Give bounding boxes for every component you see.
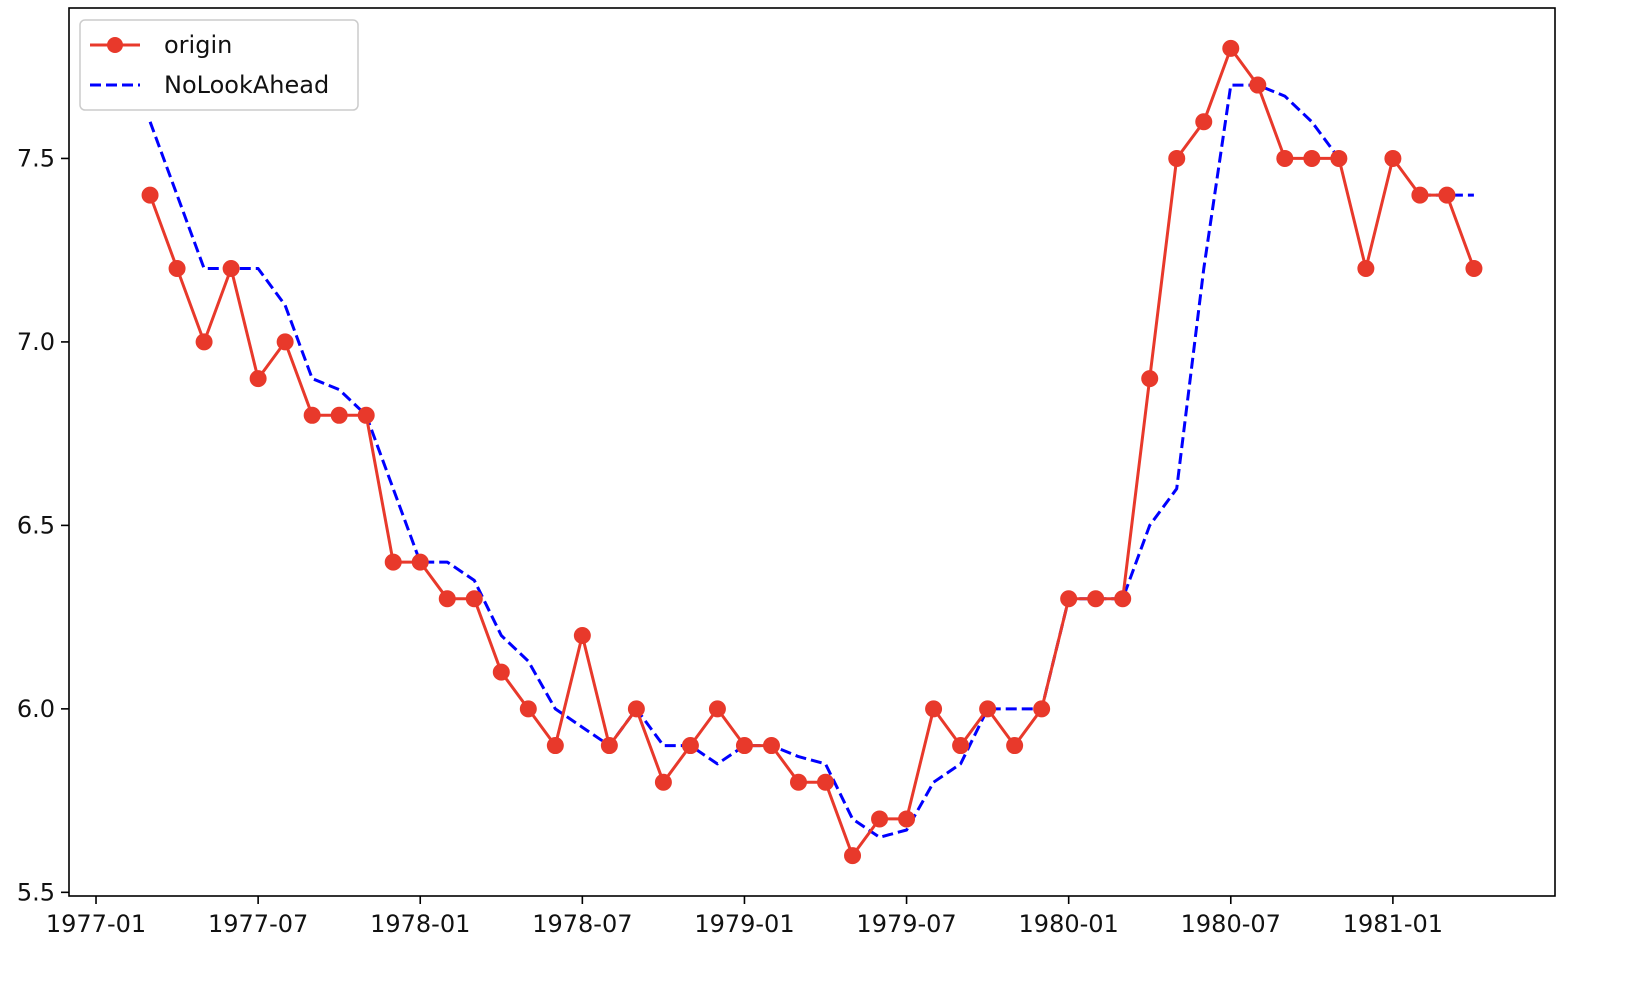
x-tick-label: 1979-07 <box>856 910 956 938</box>
data-point-origin <box>1114 590 1132 608</box>
data-point-origin <box>1276 149 1294 167</box>
data-point-origin <box>925 700 943 718</box>
data-point-origin <box>492 663 510 681</box>
legend-label-origin: origin <box>164 31 232 59</box>
data-point-origin <box>1330 149 1348 167</box>
y-tick-label: 5.5 <box>17 878 55 906</box>
y-tick-label: 7.5 <box>17 144 55 172</box>
data-point-origin <box>276 333 294 351</box>
data-point-origin <box>141 186 159 204</box>
data-point-origin <box>1465 260 1483 278</box>
data-point-origin <box>1357 260 1375 278</box>
series-layer <box>141 39 1483 865</box>
data-point-origin <box>303 406 321 424</box>
x-tick-label: 1981-01 <box>1343 910 1443 938</box>
x-tick-label: 1979-01 <box>694 910 794 938</box>
data-point-origin <box>952 737 970 755</box>
data-point-origin <box>1384 149 1402 167</box>
data-point-origin <box>249 370 267 388</box>
data-point-origin <box>1411 186 1429 204</box>
legend-marker-origin <box>107 37 123 53</box>
x-tick-label: 1978-07 <box>532 910 632 938</box>
data-point-origin <box>384 553 402 571</box>
x-tick-label: 1977-01 <box>46 910 146 938</box>
data-point-origin <box>1222 39 1240 57</box>
data-point-origin <box>600 737 618 755</box>
data-point-origin <box>654 773 672 791</box>
data-point-origin <box>1033 700 1051 718</box>
data-point-origin <box>708 700 726 718</box>
data-point-origin <box>411 553 429 571</box>
legend-label-nolookahead: NoLookAhead <box>164 71 329 99</box>
data-point-origin <box>762 737 780 755</box>
legend: origin NoLookAhead <box>79 19 359 111</box>
data-point-origin <box>844 847 862 865</box>
y-tick-label: 6.0 <box>17 695 55 723</box>
data-point-origin <box>1249 76 1267 94</box>
data-point-origin <box>789 773 807 791</box>
data-point-origin <box>898 810 916 828</box>
data-point-origin <box>1195 113 1213 131</box>
data-point-origin <box>1006 737 1024 755</box>
x-tick-label: 1980-07 <box>1181 910 1281 938</box>
data-point-origin <box>1303 149 1321 167</box>
y-tick-label: 6.5 <box>17 511 55 539</box>
data-point-origin <box>627 700 645 718</box>
data-point-origin <box>573 626 591 644</box>
axes: 1977-01 1977-07 1978-01 1978-07 1979-01 1979-… <box>17 7 1556 938</box>
legend-box <box>79 19 359 111</box>
data-point-origin <box>979 700 997 718</box>
data-point-origin <box>817 773 835 791</box>
data-point-origin <box>195 333 213 351</box>
data-point-origin <box>465 590 483 608</box>
data-point-origin <box>681 737 699 755</box>
data-point-origin <box>735 737 753 755</box>
data-point-origin <box>168 260 186 278</box>
x-tick-label: 1977-07 <box>208 910 308 938</box>
data-point-origin <box>1141 370 1159 388</box>
data-point-origin <box>1060 590 1078 608</box>
data-point-origin <box>438 590 456 608</box>
data-point-origin <box>222 260 240 278</box>
x-tick-label: 1978-01 <box>370 910 470 938</box>
data-point-origin <box>546 737 564 755</box>
y-tick-label: 7.0 <box>17 328 55 356</box>
data-point-origin <box>1087 590 1105 608</box>
data-point-origin <box>1168 149 1186 167</box>
plot-frame <box>68 7 1556 897</box>
data-point-origin <box>519 700 537 718</box>
data-point-origin <box>871 810 889 828</box>
data-point-origin <box>357 406 375 424</box>
x-tick-label: 1980-01 <box>1019 910 1119 938</box>
data-point-origin <box>1438 186 1456 204</box>
data-point-origin <box>330 406 348 424</box>
